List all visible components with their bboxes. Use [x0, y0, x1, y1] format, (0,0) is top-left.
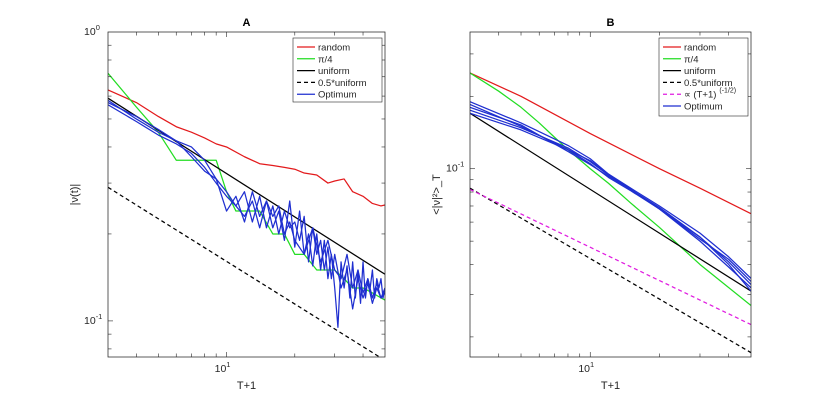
axes-box: [107, 31, 386, 358]
series-line-uniform-2: [470, 112, 751, 292]
legend-label: 0.5*uniform: [684, 78, 733, 89]
legend-label: π/4: [318, 54, 332, 65]
series-line-t-1-1-2-4: [470, 188, 751, 326]
x-tick-label: 101: [215, 360, 231, 375]
legend-label: Optimum: [318, 90, 357, 101]
legend-label: Optimum: [684, 102, 723, 113]
x-tick-exp: 1: [226, 360, 230, 369]
x-axis-label: T+1: [237, 380, 256, 392]
series-group: [470, 72, 751, 354]
series-line-optimum-trace-8: [470, 103, 751, 279]
series-line-optimum-trace-6: [470, 109, 751, 286]
y-tick-label: 10-1: [84, 312, 102, 327]
series-line-random-0: [108, 89, 385, 207]
y-axis-label: <|ν|²>_T: [431, 174, 443, 215]
series-line-optimum-trace-5: [108, 104, 385, 310]
legend-box: [658, 37, 749, 117]
chart-title: A: [243, 17, 251, 29]
series-line-4-1: [470, 72, 751, 307]
series-line-optimum-trace-9: [470, 112, 751, 292]
legend-label: 0.5*uniform: [318, 78, 367, 89]
x-tick-exp: 1: [590, 360, 594, 369]
series-line-optimum-5: [470, 101, 751, 289]
x-axis-label: T+1: [601, 380, 620, 392]
series-line-optimum-trace-6: [108, 101, 385, 299]
series-line-random-0: [470, 72, 751, 215]
y-tick-exp: -1: [458, 160, 465, 169]
y-tick-exp: -1: [96, 312, 103, 321]
x-tick-label: 101: [578, 360, 594, 375]
axes-box: [469, 31, 752, 358]
y-tick-label: 100: [84, 23, 100, 38]
chart-title: B: [607, 17, 615, 29]
series-line-0-5-uniform-3: [108, 186, 381, 357]
legend-label-exp: (-1/2): [719, 88, 736, 95]
legend-label: uniform: [318, 66, 350, 77]
x-tick-base: 10: [578, 363, 590, 375]
series-line-optimum-trace-7: [470, 106, 751, 282]
legend-label-main: ∝ (T+1): [684, 90, 716, 101]
y-tick-label: 10-1: [446, 160, 464, 175]
legend-label: π/4: [684, 54, 698, 65]
y-tick-base: 10: [446, 163, 458, 175]
y-tick-exp: 0: [96, 23, 100, 32]
x-tick-base: 10: [215, 363, 227, 375]
legend-label: ∝ (T+1) (-1/2): [684, 88, 736, 101]
series-group: [108, 72, 385, 357]
legend-label: uniform: [684, 66, 716, 77]
series-line-0-5-uniform-3: [470, 187, 751, 354]
legend-label: random: [684, 43, 716, 54]
legend-label: random: [318, 43, 350, 54]
y-tick-base: 10: [84, 26, 96, 38]
y-tick-base: 10: [84, 315, 96, 327]
y-axis-label: |ν(t)|: [69, 184, 81, 206]
panel-b: 10110-1BT+1<|ν|²>_Trandomπ/4uniform0.5*u…: [431, 17, 752, 392]
